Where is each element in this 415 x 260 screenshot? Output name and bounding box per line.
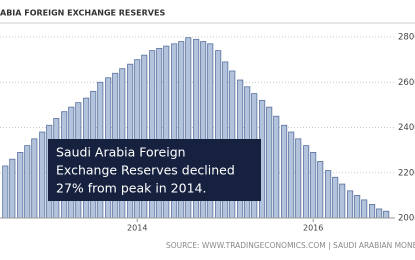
- bar: [325, 170, 332, 219]
- annotation-line: Saudi Arabia Foreign: [56, 145, 186, 160]
- annotation-line: 27% from peak in 2014.: [56, 181, 206, 196]
- source: SOURCE: WWW.TRADINGECONOMICS.COM | SAUDI…: [166, 241, 415, 250]
- bar: [273, 115, 280, 219]
- bar: [383, 210, 390, 219]
- bar: [317, 161, 324, 219]
- chart-title: ABIA FOREIGN EXCHANGE RESERVES: [0, 9, 165, 18]
- bar: [354, 194, 361, 219]
- bar: [295, 138, 302, 219]
- bar: [347, 190, 354, 219]
- bar: [310, 152, 317, 219]
- x-tick-label: 2014: [127, 224, 147, 233]
- annotation-box: [48, 139, 261, 201]
- bar: [17, 152, 24, 219]
- y-tick-label: 2400: [398, 123, 415, 133]
- bar: [288, 131, 295, 219]
- bar: [361, 199, 368, 219]
- x-tick-label: 2016: [303, 224, 323, 233]
- y-tick-label: 2800: [398, 33, 415, 43]
- bar: [24, 145, 31, 219]
- y-tick-label: 2000: [398, 214, 415, 224]
- bar: [303, 145, 310, 219]
- annotation-line: Exchange Reserves declined: [56, 163, 235, 178]
- bar: [339, 183, 346, 219]
- bar: [9, 158, 16, 219]
- bar: [281, 124, 288, 219]
- bar: [376, 208, 383, 219]
- y-tick-label: 2200: [398, 168, 415, 178]
- y-tick-label: 2600: [398, 78, 415, 88]
- bar: [39, 131, 46, 219]
- bar: [332, 176, 339, 219]
- bar: [2, 165, 9, 219]
- bar: [369, 204, 376, 219]
- bar: [266, 106, 273, 219]
- bar: [31, 138, 38, 219]
